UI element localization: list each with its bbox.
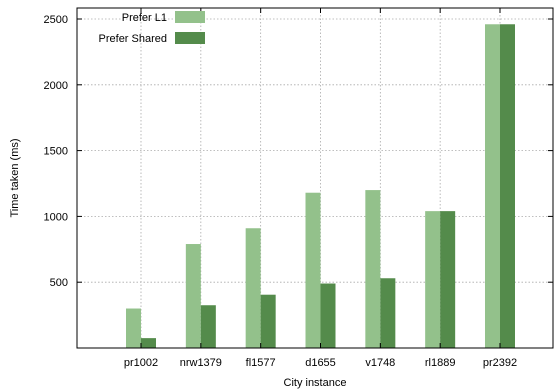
legend-label: Prefer Shared [99, 33, 167, 45]
plot-frame [76, 7, 554, 349]
x-tick-label: v1748 [365, 357, 395, 369]
legend-label: Prefer L1 [122, 12, 167, 24]
bar [320, 283, 336, 348]
x-tick-label: fl1577 [246, 357, 276, 369]
tick-labels: 500 1000 1500 2000 2500 pr1002 nrw1379 fl1577 d1… [44, 14, 518, 369]
bar [260, 294, 276, 348]
bar [126, 308, 141, 348]
bar [440, 211, 456, 348]
x-tick-label: pr1002 [124, 357, 158, 369]
bar [485, 24, 500, 348]
y-tick-label: 500 [50, 277, 68, 289]
x-axis-label: City instance [284, 377, 347, 389]
bar [185, 244, 201, 348]
legend: Prefer L1 Prefer Shared [99, 11, 205, 45]
x-tick-label: rl1889 [425, 357, 456, 369]
bar [245, 228, 261, 348]
bar [500, 24, 515, 348]
y-axis-label: Time taken (ms) [9, 138, 21, 217]
axis-ticks [77, 8, 553, 348]
legend-swatch [175, 11, 205, 23]
bar [141, 338, 156, 348]
x-tick-label: pr2392 [483, 357, 517, 369]
bar [380, 278, 396, 348]
y-tick-label: 1500 [44, 146, 68, 158]
bar [425, 211, 441, 348]
bar [305, 192, 321, 348]
x-tick-label: d1655 [305, 357, 336, 369]
x-tick-label: nrw1379 [180, 357, 222, 369]
bars [126, 24, 515, 348]
bar [365, 190, 381, 348]
y-tick-label: 2000 [44, 80, 68, 92]
y-tick-label: 1000 [44, 211, 68, 223]
y-tick-label: 2500 [44, 14, 68, 26]
bar [200, 305, 216, 348]
legend-swatch [175, 32, 205, 44]
